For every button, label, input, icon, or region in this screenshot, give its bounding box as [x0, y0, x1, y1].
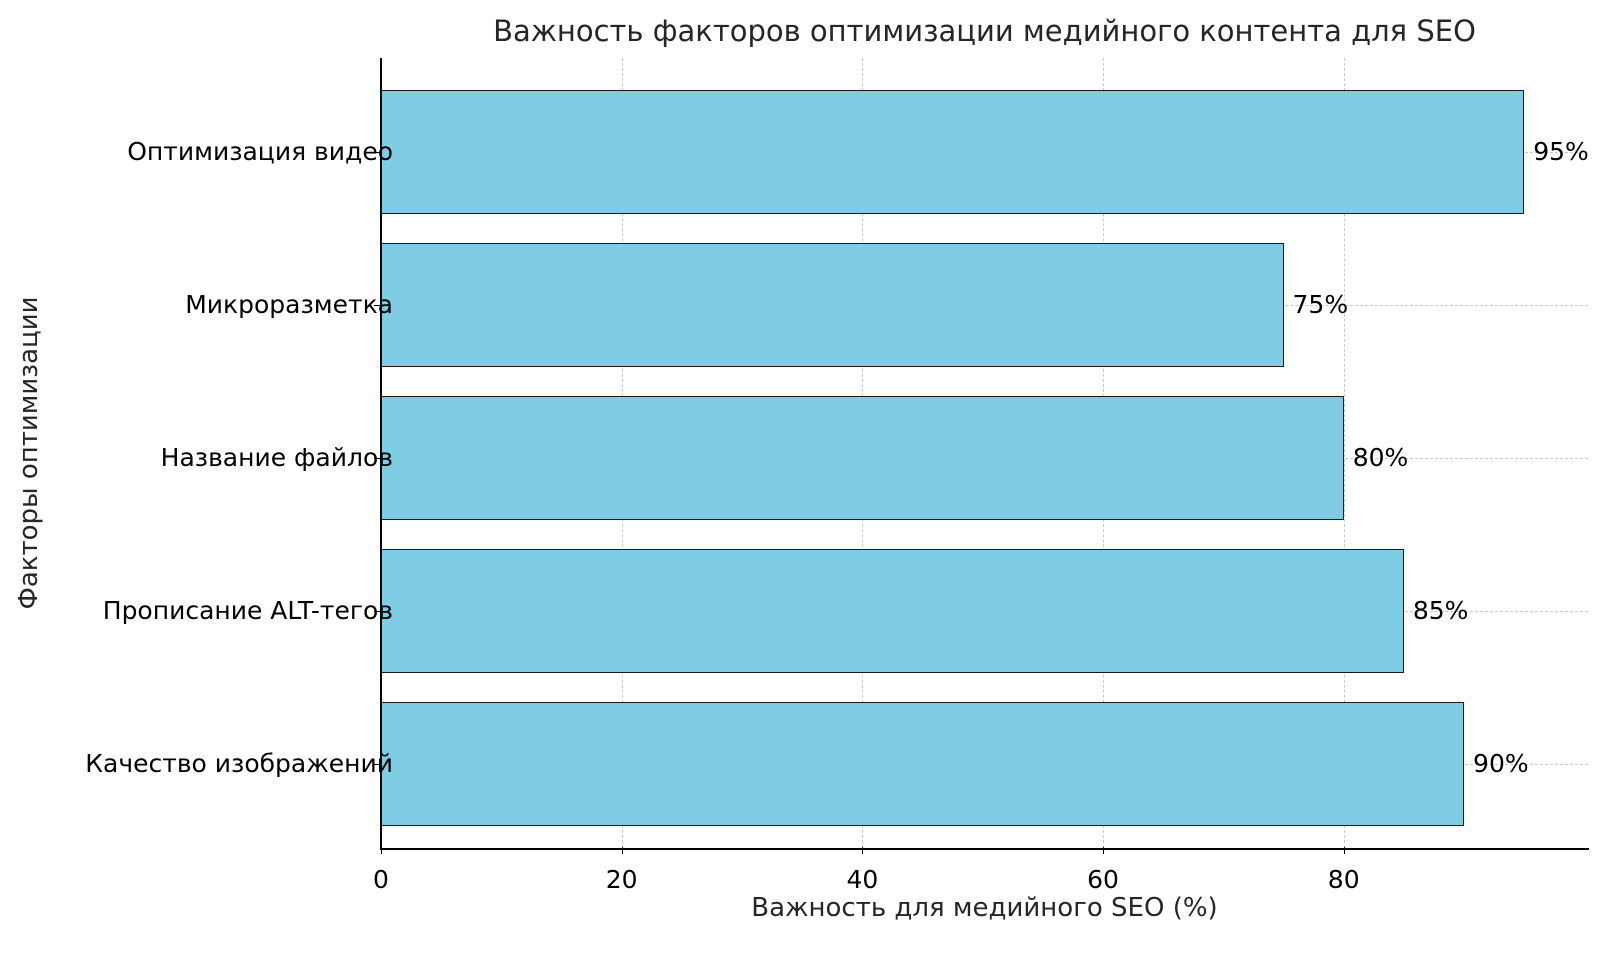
plot-area: 95% 75% 80% 85% 90% Оптимизация видео Ми…	[85, 58, 1589, 894]
ytick-mark	[374, 152, 381, 153]
axis-spine-bottom	[380, 848, 1589, 850]
ytick-mark	[374, 764, 381, 765]
gridline-vertical-80	[1343, 58, 1345, 848]
xtick-mark	[862, 847, 864, 854]
ytick-label-nazvanie-faylov: Название файлов	[160, 443, 393, 472]
xtick-label-40: 40	[846, 865, 879, 894]
y-axis-title: Факторы оптимизации	[14, 296, 44, 610]
bar-value-label: 80%	[1352, 443, 1409, 472]
bar-kachestvo-izobrazheniy[interactable]	[381, 702, 1465, 826]
ytick-mark	[374, 611, 381, 612]
bar-value-label: 90%	[1473, 749, 1529, 778]
x-axis-title: Важность для медийного SEO (%)	[751, 893, 1218, 923]
ytick-mark	[374, 458, 381, 459]
ytick-mark	[374, 305, 381, 306]
xtick-mark	[1103, 847, 1105, 854]
ytick-label-propisanie-alt-tegov: Прописание ALT-тегов	[102, 596, 393, 625]
bar-value-label: 95%	[1533, 137, 1589, 166]
chart-title: Важность факторов оптимизации медийного …	[493, 14, 1476, 48]
ytick-label-kachestvo-izobrazheniy: Качество изображений	[85, 749, 393, 778]
xtick-label-20: 20	[605, 865, 638, 894]
bar-value-label: 75%	[1292, 290, 1349, 319]
ytick-label-optimizaciya-video: Оптимизация видео	[127, 137, 393, 166]
bar-value-label: 85%	[1412, 596, 1469, 625]
xtick-label-80: 80	[1327, 865, 1360, 894]
xtick-label-60: 60	[1087, 865, 1119, 894]
bar-nazvanie-faylov[interactable]	[381, 396, 1344, 520]
xtick-mark	[1343, 847, 1345, 854]
xtick-mark	[621, 847, 623, 854]
bar-mikrorazmetka[interactable]	[381, 243, 1284, 367]
xtick-mark	[381, 847, 382, 854]
ytick-label-mikrorazmetka: Микроразметка	[185, 290, 393, 319]
bar-propisanie-alt-tegov[interactable]	[381, 549, 1404, 673]
bar-optimizaciya-video[interactable]	[381, 90, 1525, 214]
xtick-label-0: 0	[373, 865, 389, 894]
axis-spine-left	[380, 58, 382, 848]
